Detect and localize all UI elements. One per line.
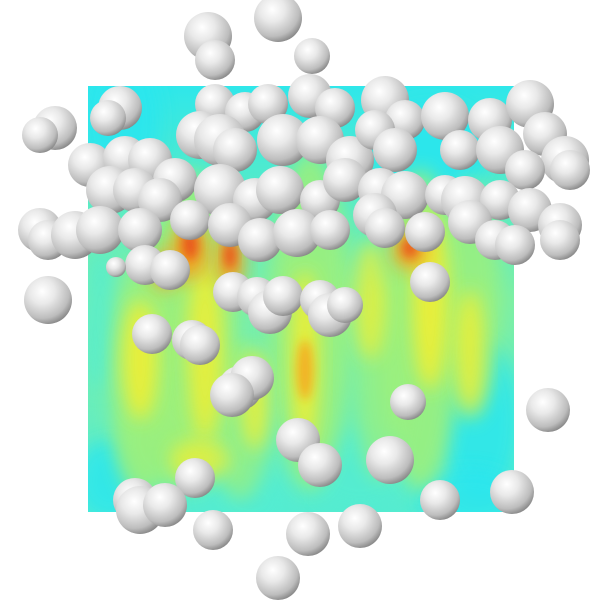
particle-sphere — [420, 480, 460, 520]
particle-sphere — [540, 220, 580, 260]
particle-sphere — [273, 209, 321, 257]
particle-sphere — [143, 483, 187, 527]
particle-sphere — [286, 512, 330, 556]
particle-sphere — [76, 206, 124, 254]
particle-sphere — [256, 556, 300, 600]
particle-sphere — [118, 208, 162, 252]
particle-sphere — [210, 373, 254, 417]
particle-sphere — [366, 436, 414, 484]
particle-sphere — [193, 510, 233, 550]
particle-sphere — [256, 166, 304, 214]
particle-sphere — [327, 287, 363, 323]
particle-sphere — [106, 257, 126, 277]
particle-sphere — [22, 117, 58, 153]
field-color-region — [354, 240, 386, 360]
particle-sphere — [90, 100, 126, 136]
particle-sphere — [175, 458, 215, 498]
particle-sphere — [405, 212, 445, 252]
particle-sphere — [495, 225, 535, 265]
particle-sphere — [248, 84, 288, 124]
particle-sphere — [257, 114, 309, 166]
particle-spheres — [18, 0, 590, 600]
particle-sphere — [238, 218, 282, 262]
particle-sphere — [323, 158, 367, 202]
particle-sphere — [298, 443, 342, 487]
particle-sphere — [490, 470, 534, 514]
particle-sphere — [526, 388, 570, 432]
field-color-region — [224, 241, 236, 269]
particle-sphere — [254, 0, 302, 42]
particle-sphere — [170, 200, 210, 240]
particle-sphere — [180, 325, 220, 365]
field-color-region — [456, 290, 484, 410]
particle-sphere — [505, 150, 545, 190]
particle-sphere — [421, 92, 469, 140]
particle-sphere — [338, 504, 382, 548]
particle-sphere — [132, 314, 172, 354]
particle-sphere — [213, 128, 257, 172]
particle-sphere — [195, 40, 235, 80]
particle-sphere — [150, 250, 190, 290]
particle-sphere — [390, 384, 426, 420]
particle-sphere — [310, 210, 350, 250]
particle-sphere — [440, 130, 480, 170]
particle-sphere — [24, 276, 72, 324]
particle-sphere — [410, 262, 450, 302]
field-color-region — [297, 340, 313, 400]
particle-sphere — [194, 164, 246, 216]
particle-sphere — [263, 276, 303, 316]
particle-sphere — [373, 128, 417, 172]
particle-sphere — [294, 38, 330, 74]
particle-sphere — [550, 150, 590, 190]
particle-sphere — [365, 208, 405, 248]
